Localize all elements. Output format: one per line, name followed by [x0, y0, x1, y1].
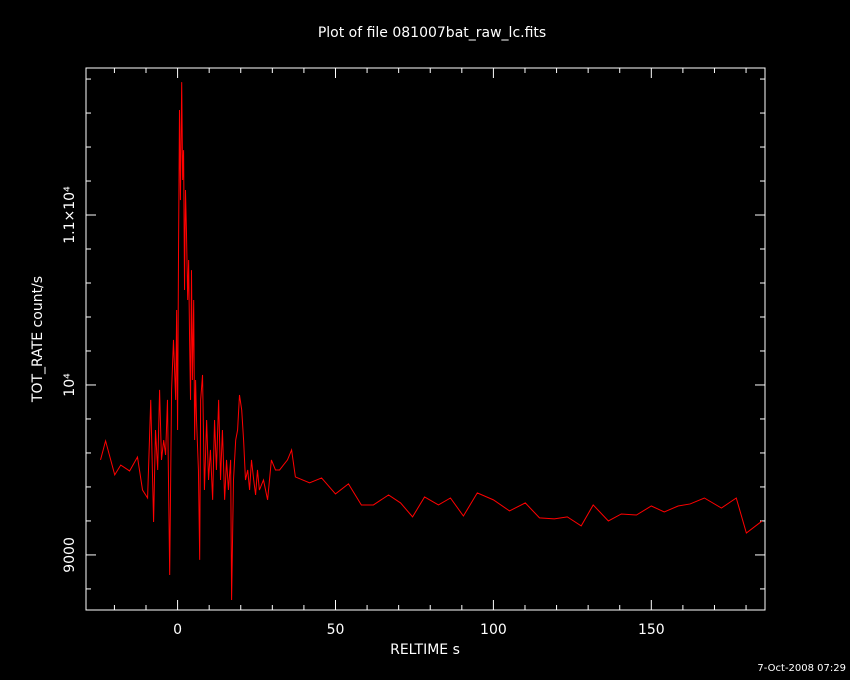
timestamp: 7-Oct-2008 07:29	[757, 663, 846, 674]
y-axis-label: TOT_RATE count/s	[30, 276, 46, 403]
x-tick-label: 50	[327, 622, 345, 638]
x-tick-label: 0	[173, 622, 182, 638]
y-tick-label: 1.1×10⁴	[62, 186, 78, 244]
plot-frame	[85, 67, 766, 611]
x-tick-label: 150	[638, 622, 665, 638]
y-tick-label: 9000	[62, 537, 78, 573]
x-axis-label: RELTIME s	[390, 642, 460, 658]
light-curve	[100, 82, 763, 600]
chart-title: Plot of file 081007bat_raw_lc.fits	[318, 25, 546, 41]
x-tick-label: 100	[480, 622, 507, 638]
y-tick-label: 10⁴	[62, 373, 78, 397]
